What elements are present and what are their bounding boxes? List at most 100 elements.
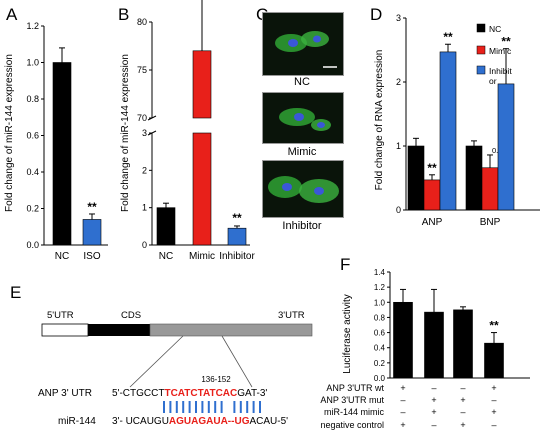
condition-mark: – xyxy=(400,407,405,417)
condition-mark: – xyxy=(431,383,436,393)
y-tick-label: 1.0 xyxy=(374,298,386,307)
condition-mark: + xyxy=(460,395,465,405)
condition-mark: + xyxy=(491,407,496,417)
bar xyxy=(423,179,441,211)
y-tick-label: 0.6 xyxy=(374,329,386,338)
condition-label: ANP 3'UTR mut xyxy=(320,395,384,405)
mir144-label: miR-144 xyxy=(58,416,96,427)
bar xyxy=(156,207,176,246)
y-tick-label: 1.0 xyxy=(26,58,39,68)
y-tick-label: 0.4 xyxy=(26,167,39,177)
zoom-line-left xyxy=(129,335,184,388)
legend-swatch xyxy=(476,65,486,75)
y-tick-label: 1 xyxy=(396,141,401,151)
panel-letter-d: D xyxy=(370,5,382,24)
zoom-line-right xyxy=(221,335,253,388)
y-tick-label: 3 xyxy=(142,128,147,138)
axis-label-a: Fold change of miR-144 expression xyxy=(4,54,15,212)
y-tick-label: 2 xyxy=(142,165,147,175)
y-tick-label: 1.4 xyxy=(374,268,386,277)
legend-label: Mimic xyxy=(489,46,512,56)
significance-label: ** xyxy=(489,319,499,333)
utr3-box xyxy=(149,323,313,337)
utr5-box xyxy=(41,323,89,337)
cell-image-mimic xyxy=(263,93,343,143)
y-tick-label: 0.0 xyxy=(374,374,386,383)
anp-utr-label: ANP 3' UTR xyxy=(38,388,92,399)
condition-mark: + xyxy=(491,383,496,393)
micrograph-inhibitor xyxy=(262,160,344,218)
condition-label: negative control xyxy=(320,420,384,430)
legend-swatch xyxy=(476,45,486,55)
axis-label-d: Fold change of RNA expression xyxy=(374,50,385,191)
panel-letter-f: F xyxy=(340,255,350,274)
condition-mark: – xyxy=(431,420,436,430)
anp-sequence: 5'-CTGCCTTCATCTATCACGAT-3' xyxy=(112,388,267,399)
condition-mark: + xyxy=(431,395,436,405)
panel-letter-b: B xyxy=(118,5,129,24)
y-tick-label: 0.2 xyxy=(26,204,39,214)
legend-label: Inhibit xyxy=(489,66,512,76)
y-tick-label: 0.2 xyxy=(374,359,386,368)
legend-swatch xyxy=(476,23,486,33)
y-tick-label: 1.2 xyxy=(374,283,386,292)
condition-label: ANP 3'UTR wt xyxy=(326,383,384,393)
y-tick-label: 1 xyxy=(142,203,147,213)
bar xyxy=(481,167,499,211)
bar xyxy=(227,227,247,246)
utr5-label: 5'UTR xyxy=(47,310,74,321)
y-tick-label: 0.6 xyxy=(26,131,39,141)
category-label: NC xyxy=(55,251,69,262)
condition-mark: – xyxy=(400,395,405,405)
significance-label: ** xyxy=(87,200,97,214)
legend-label-wrap: or xyxy=(489,76,497,86)
category-label: ISO xyxy=(83,251,100,262)
category-label: NC xyxy=(159,251,173,262)
micrograph-mimic xyxy=(262,92,344,144)
bar xyxy=(407,145,425,211)
cell-image-nc xyxy=(263,13,343,75)
cell-image-inhibitor xyxy=(263,161,343,217)
panel-letter-a: A xyxy=(6,5,18,24)
y-tick-label: 1.2 xyxy=(26,21,39,31)
y-tick-label: 80 xyxy=(137,17,147,27)
chart-f: 0.0 0.2 0.4 0.6 0.8 1.0 1.2 1.4 ** ANP 3'UTR wt + –… xyxy=(320,268,530,430)
bar xyxy=(424,311,444,379)
bar-lower xyxy=(192,132,212,246)
y-tick-label: 0.8 xyxy=(26,94,39,104)
bar xyxy=(465,145,483,211)
y-tick-label: 70 xyxy=(137,113,147,123)
significance-label: ** xyxy=(443,30,453,44)
gene-schematic: 5'UTR CDS 3'UTR xyxy=(41,310,313,388)
y-tick-label: 2 xyxy=(396,77,401,87)
condition-mark: – xyxy=(491,395,496,405)
condition-mark: – xyxy=(460,383,465,393)
base-pair-lines xyxy=(163,401,261,413)
utr3-label: 3'UTR xyxy=(278,310,305,321)
bar xyxy=(393,301,413,379)
y-tick-label: 0.4 xyxy=(374,344,386,353)
condition-label: miR-144 mimic xyxy=(324,407,385,417)
y-tick-label: 0.8 xyxy=(374,313,386,322)
significance-label: ** xyxy=(232,211,242,225)
y-tick-label: 0 xyxy=(142,240,147,250)
condition-mark: – xyxy=(460,407,465,417)
significance-label: ** xyxy=(501,35,511,49)
cds-box xyxy=(88,324,150,336)
category-label: ANP xyxy=(422,217,443,228)
micrograph-label-inhibitor: Inhibitor xyxy=(282,220,322,232)
micrograph-label-mimic: Mimic xyxy=(287,146,317,158)
condition-mark: + xyxy=(400,383,405,393)
category-label: Mimic xyxy=(189,251,215,262)
y-tick-label: 0 xyxy=(396,205,401,215)
micrograph-label-nc: NC xyxy=(294,76,310,88)
bar xyxy=(52,62,72,246)
bar xyxy=(439,51,457,211)
y-tick-label: 3 xyxy=(396,13,401,23)
condition-mark: + xyxy=(460,420,465,430)
condition-mark: + xyxy=(400,420,405,430)
significance-label: ** xyxy=(427,161,437,175)
